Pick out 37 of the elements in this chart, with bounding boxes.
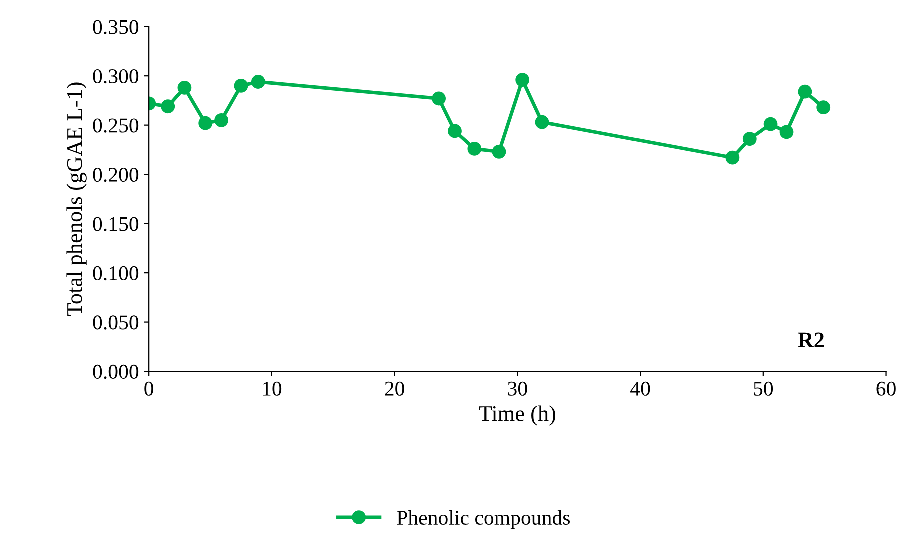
legend-label: Phenolic compounds [397, 510, 570, 530]
point [251, 75, 266, 89]
point [214, 113, 229, 128]
point [234, 78, 248, 93]
x-tick-label: 0 [144, 382, 154, 396]
y-tick-label: 0.100 [93, 266, 139, 281]
point [535, 115, 550, 130]
y-tick-label: 0.000 [93, 364, 139, 380]
x-tick-label: 20 [385, 382, 404, 396]
x-axis-title: Time (h) [479, 406, 556, 426]
y-tick-label: 0.200 [93, 168, 139, 182]
annotation: R2 [798, 332, 824, 348]
x-tick-label: 40 [630, 382, 650, 396]
point [468, 142, 482, 156]
y-axis-title: Total phenols (gGAE L-1) [66, 82, 87, 316]
point [742, 132, 757, 146]
point [726, 150, 740, 165]
x-tick-label: 50 [754, 382, 774, 396]
y-tick-label: 0.050 [93, 316, 139, 330]
point [492, 144, 506, 159]
point [516, 73, 530, 87]
point [161, 100, 176, 114]
point [198, 116, 213, 130]
point [816, 100, 831, 115]
point [764, 117, 778, 132]
point [798, 84, 812, 99]
x-tick-label: 60 [876, 382, 896, 396]
y-tick-label: 0.300 [93, 69, 139, 84]
point [448, 124, 462, 138]
x-tick-label: 30 [508, 382, 528, 396]
point [432, 92, 446, 106]
point [780, 125, 794, 140]
y-tick-label: 0.350 [93, 20, 139, 34]
y-tick-label: 0.150 [93, 217, 139, 232]
point [178, 80, 192, 95]
y-tick-label: 0.250 [93, 118, 139, 133]
x-tick-label: 10 [263, 382, 282, 396]
